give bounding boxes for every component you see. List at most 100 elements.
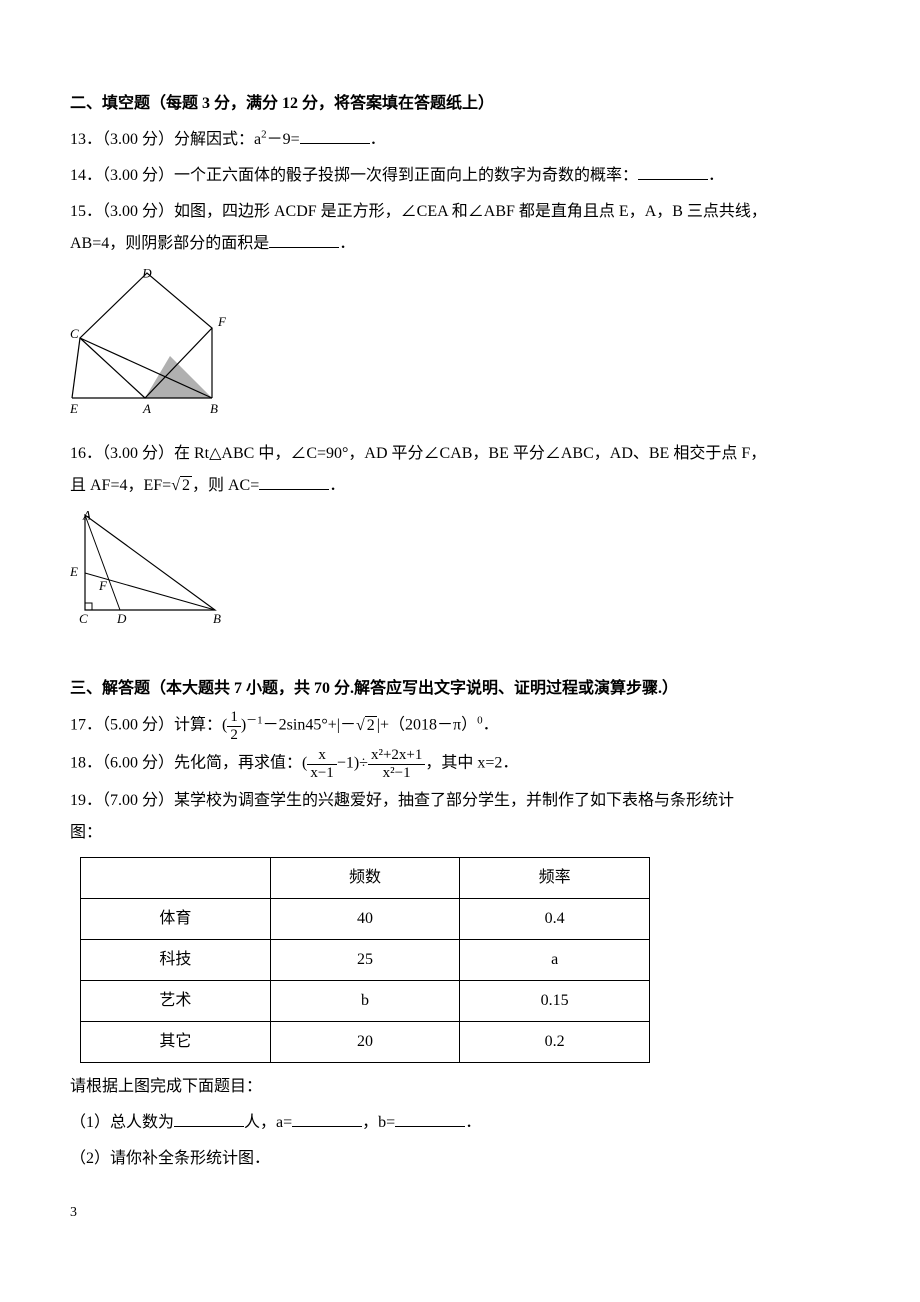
table-cell: 25 [270, 940, 460, 981]
question-17: 17．（5.00 分）计算：(12)－1－2sin45°+|－2|+（2018－… [70, 709, 850, 743]
q18-text-c: ，其中 x=2． [425, 755, 518, 772]
table-header-blank [81, 858, 271, 899]
page-number: 3 [70, 1199, 850, 1227]
q17-text-e: ． [483, 717, 499, 734]
q17-exp1: －1 [246, 714, 263, 726]
q18-f2-num: x²+2x+1 [368, 747, 425, 765]
q19-line2: 图： [70, 817, 850, 849]
table-cell: b [270, 981, 460, 1022]
question-15: 15．（3.00 分）如图，四边形 ACDF 是正方形，∠CEA 和∠ABF 都… [70, 196, 850, 260]
q18-f1-num: x [307, 747, 336, 765]
table-cell: 艺术 [81, 981, 271, 1022]
q19-sub2: （2）请你补全条形统计图． [70, 1143, 850, 1175]
q18-frac2: x²+2x+1x²−1 [368, 747, 425, 781]
q19-sub1-c: ，b= [362, 1114, 395, 1131]
q13-text-b: －9= [267, 131, 300, 148]
q13-blank [300, 128, 370, 144]
q19-table: 频数 频率 体育 40 0.4 科技 25 a 艺术 b 0.15 其它 20 … [80, 857, 650, 1063]
table-row: 艺术 b 0.15 [81, 981, 650, 1022]
q13-text-a: 13．（3.00 分）分解因式：a [70, 131, 261, 148]
q17-frac-num: 1 [227, 709, 241, 727]
table-row: 体育 40 0.4 [81, 899, 650, 940]
question-16: 16．（3.00 分）在 Rt△ABC 中，∠C=90°，AD 平分∠CAB，B… [70, 438, 850, 502]
table-cell: 科技 [81, 940, 271, 981]
q15-line1: 15．（3.00 分）如图，四边形 ACDF 是正方形，∠CEA 和∠ABF 都… [70, 196, 850, 228]
q17-text-d: |+（2018－π） [377, 717, 477, 734]
q19-sub1-d: ． [465, 1114, 481, 1131]
q19-blank-3 [395, 1111, 465, 1127]
table-cell: 其它 [81, 1022, 271, 1063]
q17-text-a: 17．（5.00 分）计算：( [70, 717, 227, 734]
table-row: 科技 25 a [81, 940, 650, 981]
q16-text-b: ，则 AC= [192, 477, 259, 494]
q19-blank-1 [174, 1111, 244, 1127]
q16-label-e: E [70, 564, 78, 579]
q17-text-c: －2sin45°+|－ [263, 717, 356, 734]
q13-text-c: ． [370, 131, 386, 148]
q15-label-f: F [217, 314, 227, 329]
question-13: 13．（3.00 分）分解因式：a2－9=． [70, 124, 850, 156]
table-cell: 0.15 [460, 981, 650, 1022]
q15-line-cb [80, 338, 212, 398]
figure-q15: D C F E A B [70, 268, 850, 430]
q15-label-b: B [210, 401, 218, 416]
q16-label-b: B [213, 611, 221, 625]
q18-f1-den: x−1 [307, 765, 336, 782]
q18-text-a: 18．（6.00 分）先化简，再求值：( [70, 755, 307, 772]
table-cell: 体育 [81, 899, 271, 940]
question-18: 18．（6.00 分）先化简，再求值：(xx−1−1)÷x²+2x+1x²−1，… [70, 747, 850, 781]
q19-sub1: （1）总人数为 人，a= ，b= ． [70, 1107, 850, 1139]
q16-blank [259, 474, 329, 490]
q15-label-c: C [70, 326, 79, 341]
q15-text-b: ． [339, 235, 355, 252]
table-header-rate: 频率 [460, 858, 650, 899]
q19-after-table: 请根据上图完成下面题目： [70, 1071, 850, 1103]
q19-sub1-a: （1）总人数为 [70, 1114, 174, 1131]
question-14: 14．（3.00 分）一个正六面体的骰子投掷一次得到正面向上的数字为奇数的概率：… [70, 160, 850, 192]
q17-frac-den: 2 [227, 727, 241, 744]
q16-label-a: A [82, 510, 91, 523]
q14-text-b: ． [708, 167, 724, 184]
q15-line-ec [72, 338, 80, 398]
q14-blank [638, 164, 708, 180]
q19-blank-2 [292, 1111, 362, 1127]
table-cell: 20 [270, 1022, 460, 1063]
q16-label-f: F [98, 578, 108, 593]
table-header-freq: 频数 [270, 858, 460, 899]
q16-triangle [85, 515, 215, 610]
table-cell: 40 [270, 899, 460, 940]
q19-sub1-b: 人，a= [244, 1114, 292, 1131]
q16-line-ad [85, 515, 120, 610]
q15-line2: AB=4，则阴影部分的面积是 ． [70, 228, 850, 260]
q15-blank [269, 232, 339, 248]
q15-label-e: E [70, 401, 78, 416]
q16-right-angle [85, 603, 92, 610]
q18-text-b: −1)÷ [337, 755, 368, 772]
q16-text-a: 且 AF=4，EF= [70, 477, 171, 494]
section-2-title: 二、填空题（每题 3 分，满分 12 分，将答案填在答题纸上） [70, 88, 850, 120]
q17-frac: 12 [227, 709, 241, 743]
q15-text-a: AB=4，则阴影部分的面积是 [70, 235, 269, 252]
q16-line1: 16．（3.00 分）在 Rt△ABC 中，∠C=90°，AD 平分∠CAB，B… [70, 438, 850, 470]
q16-label-d: D [116, 611, 127, 625]
question-19: 19．（7.00 分）某学校为调查学生的兴趣爱好，抽查了部分学生，并制作了如下表… [70, 785, 850, 849]
q16-sqrt-val: 2 [180, 476, 192, 494]
q18-frac1: xx−1 [307, 747, 336, 781]
q17-sqrt-val: 2 [365, 716, 377, 734]
q16-text-c: ． [329, 477, 345, 494]
q14-text-a: 14．（3.00 分）一个正六面体的骰子投掷一次得到正面向上的数字为奇数的概率： [70, 167, 638, 184]
table-cell: 0.4 [460, 899, 650, 940]
section-3-title: 三、解答题（本大题共 7 小题，共 70 分.解答应写出文字说明、证明过程或演算… [70, 673, 850, 705]
figure-q16: A E F C D B [70, 510, 850, 637]
table-cell: 0.2 [460, 1022, 650, 1063]
q16-line2: 且 AF=4，EF= 2，则 AC= ． [70, 470, 850, 502]
q16-label-c: C [79, 611, 88, 625]
q19-line1: 19．（7.00 分）某学校为调查学生的兴趣爱好，抽查了部分学生，并制作了如下表… [70, 785, 850, 817]
table-cell: a [460, 940, 650, 981]
q17-sqrt: 2 [356, 710, 377, 742]
q18-f2-den: x²−1 [368, 765, 425, 782]
q16-sqrt: 2 [171, 470, 192, 502]
q15-label-a: A [142, 401, 151, 416]
q15-label-d: D [141, 268, 152, 281]
table-header-row: 频数 频率 [81, 858, 650, 899]
